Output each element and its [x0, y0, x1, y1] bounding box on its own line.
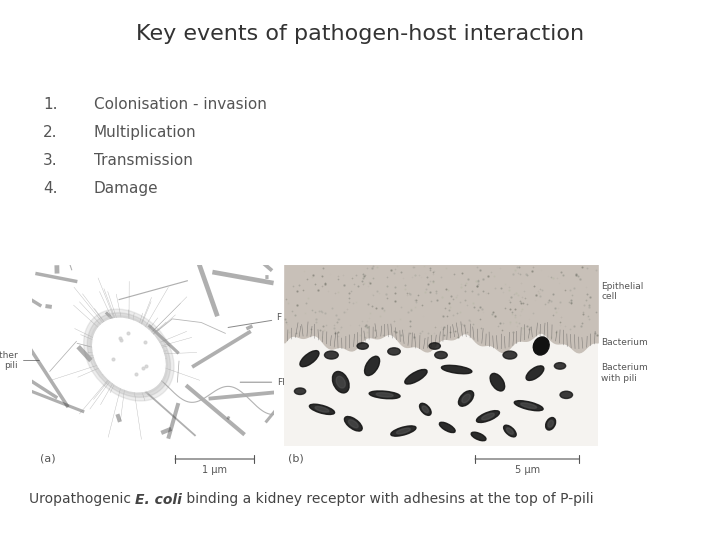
Text: E. coli: E. coli	[135, 492, 182, 507]
Text: 2.: 2.	[43, 125, 58, 140]
Ellipse shape	[526, 366, 544, 380]
Text: binding a kidney receptor with adhesins at the top of P-pili: binding a kidney receptor with adhesins …	[182, 492, 594, 507]
Circle shape	[429, 343, 441, 349]
Ellipse shape	[397, 428, 410, 434]
Ellipse shape	[84, 309, 174, 401]
Circle shape	[560, 391, 572, 399]
Ellipse shape	[369, 391, 400, 399]
Text: 3.: 3.	[43, 153, 58, 168]
Text: Key events of pathogen-host interaction: Key events of pathogen-host interaction	[136, 24, 584, 44]
Text: Other
pili: Other pili	[0, 351, 40, 370]
Ellipse shape	[93, 318, 165, 392]
Text: 4.: 4.	[43, 181, 58, 197]
Text: (a): (a)	[40, 454, 55, 464]
Text: Bacterium
with pili: Bacterium with pili	[569, 363, 648, 383]
Ellipse shape	[462, 394, 470, 403]
Text: Damage: Damage	[94, 181, 158, 197]
Ellipse shape	[376, 393, 393, 397]
Ellipse shape	[87, 313, 171, 397]
Text: Transmission: Transmission	[94, 153, 192, 168]
Ellipse shape	[391, 426, 416, 436]
Ellipse shape	[477, 410, 500, 422]
Text: F pilus: F pilus	[228, 313, 307, 327]
Ellipse shape	[344, 416, 362, 431]
Text: 5 μm: 5 μm	[515, 465, 540, 476]
Text: 1 μm: 1 μm	[202, 465, 227, 476]
Ellipse shape	[420, 403, 431, 415]
Ellipse shape	[439, 422, 455, 433]
Ellipse shape	[405, 369, 427, 384]
Ellipse shape	[471, 432, 486, 441]
Ellipse shape	[441, 366, 472, 374]
Text: Flagellum: Flagellum	[240, 377, 322, 387]
Text: Bacterium: Bacterium	[569, 338, 648, 347]
Ellipse shape	[336, 376, 346, 388]
Text: Multiplication: Multiplication	[94, 125, 197, 140]
Ellipse shape	[514, 401, 543, 411]
Ellipse shape	[546, 417, 556, 430]
Circle shape	[435, 352, 447, 359]
Ellipse shape	[459, 391, 474, 406]
Circle shape	[357, 343, 369, 349]
Ellipse shape	[534, 337, 549, 355]
Circle shape	[294, 388, 306, 395]
FancyBboxPatch shape	[191, 283, 692, 500]
Ellipse shape	[364, 356, 379, 375]
Ellipse shape	[310, 404, 335, 415]
Ellipse shape	[315, 407, 329, 412]
Ellipse shape	[90, 316, 168, 394]
Ellipse shape	[422, 406, 428, 413]
Ellipse shape	[333, 372, 349, 393]
Circle shape	[325, 351, 338, 359]
Ellipse shape	[490, 373, 505, 391]
Ellipse shape	[548, 420, 554, 427]
Text: (b): (b)	[288, 454, 304, 464]
Text: Uropathogenic: Uropathogenic	[29, 492, 135, 507]
Text: Colonisation - invasion: Colonisation - invasion	[94, 97, 266, 112]
Ellipse shape	[348, 420, 358, 428]
Text: 1.: 1.	[43, 97, 58, 112]
Circle shape	[554, 363, 566, 369]
Ellipse shape	[506, 428, 513, 434]
Circle shape	[503, 351, 517, 359]
Ellipse shape	[521, 403, 536, 408]
Circle shape	[388, 348, 400, 355]
Ellipse shape	[300, 350, 319, 367]
Text: Epithelial
cell: Epithelial cell	[563, 282, 644, 301]
Ellipse shape	[503, 425, 516, 437]
Ellipse shape	[482, 413, 495, 420]
